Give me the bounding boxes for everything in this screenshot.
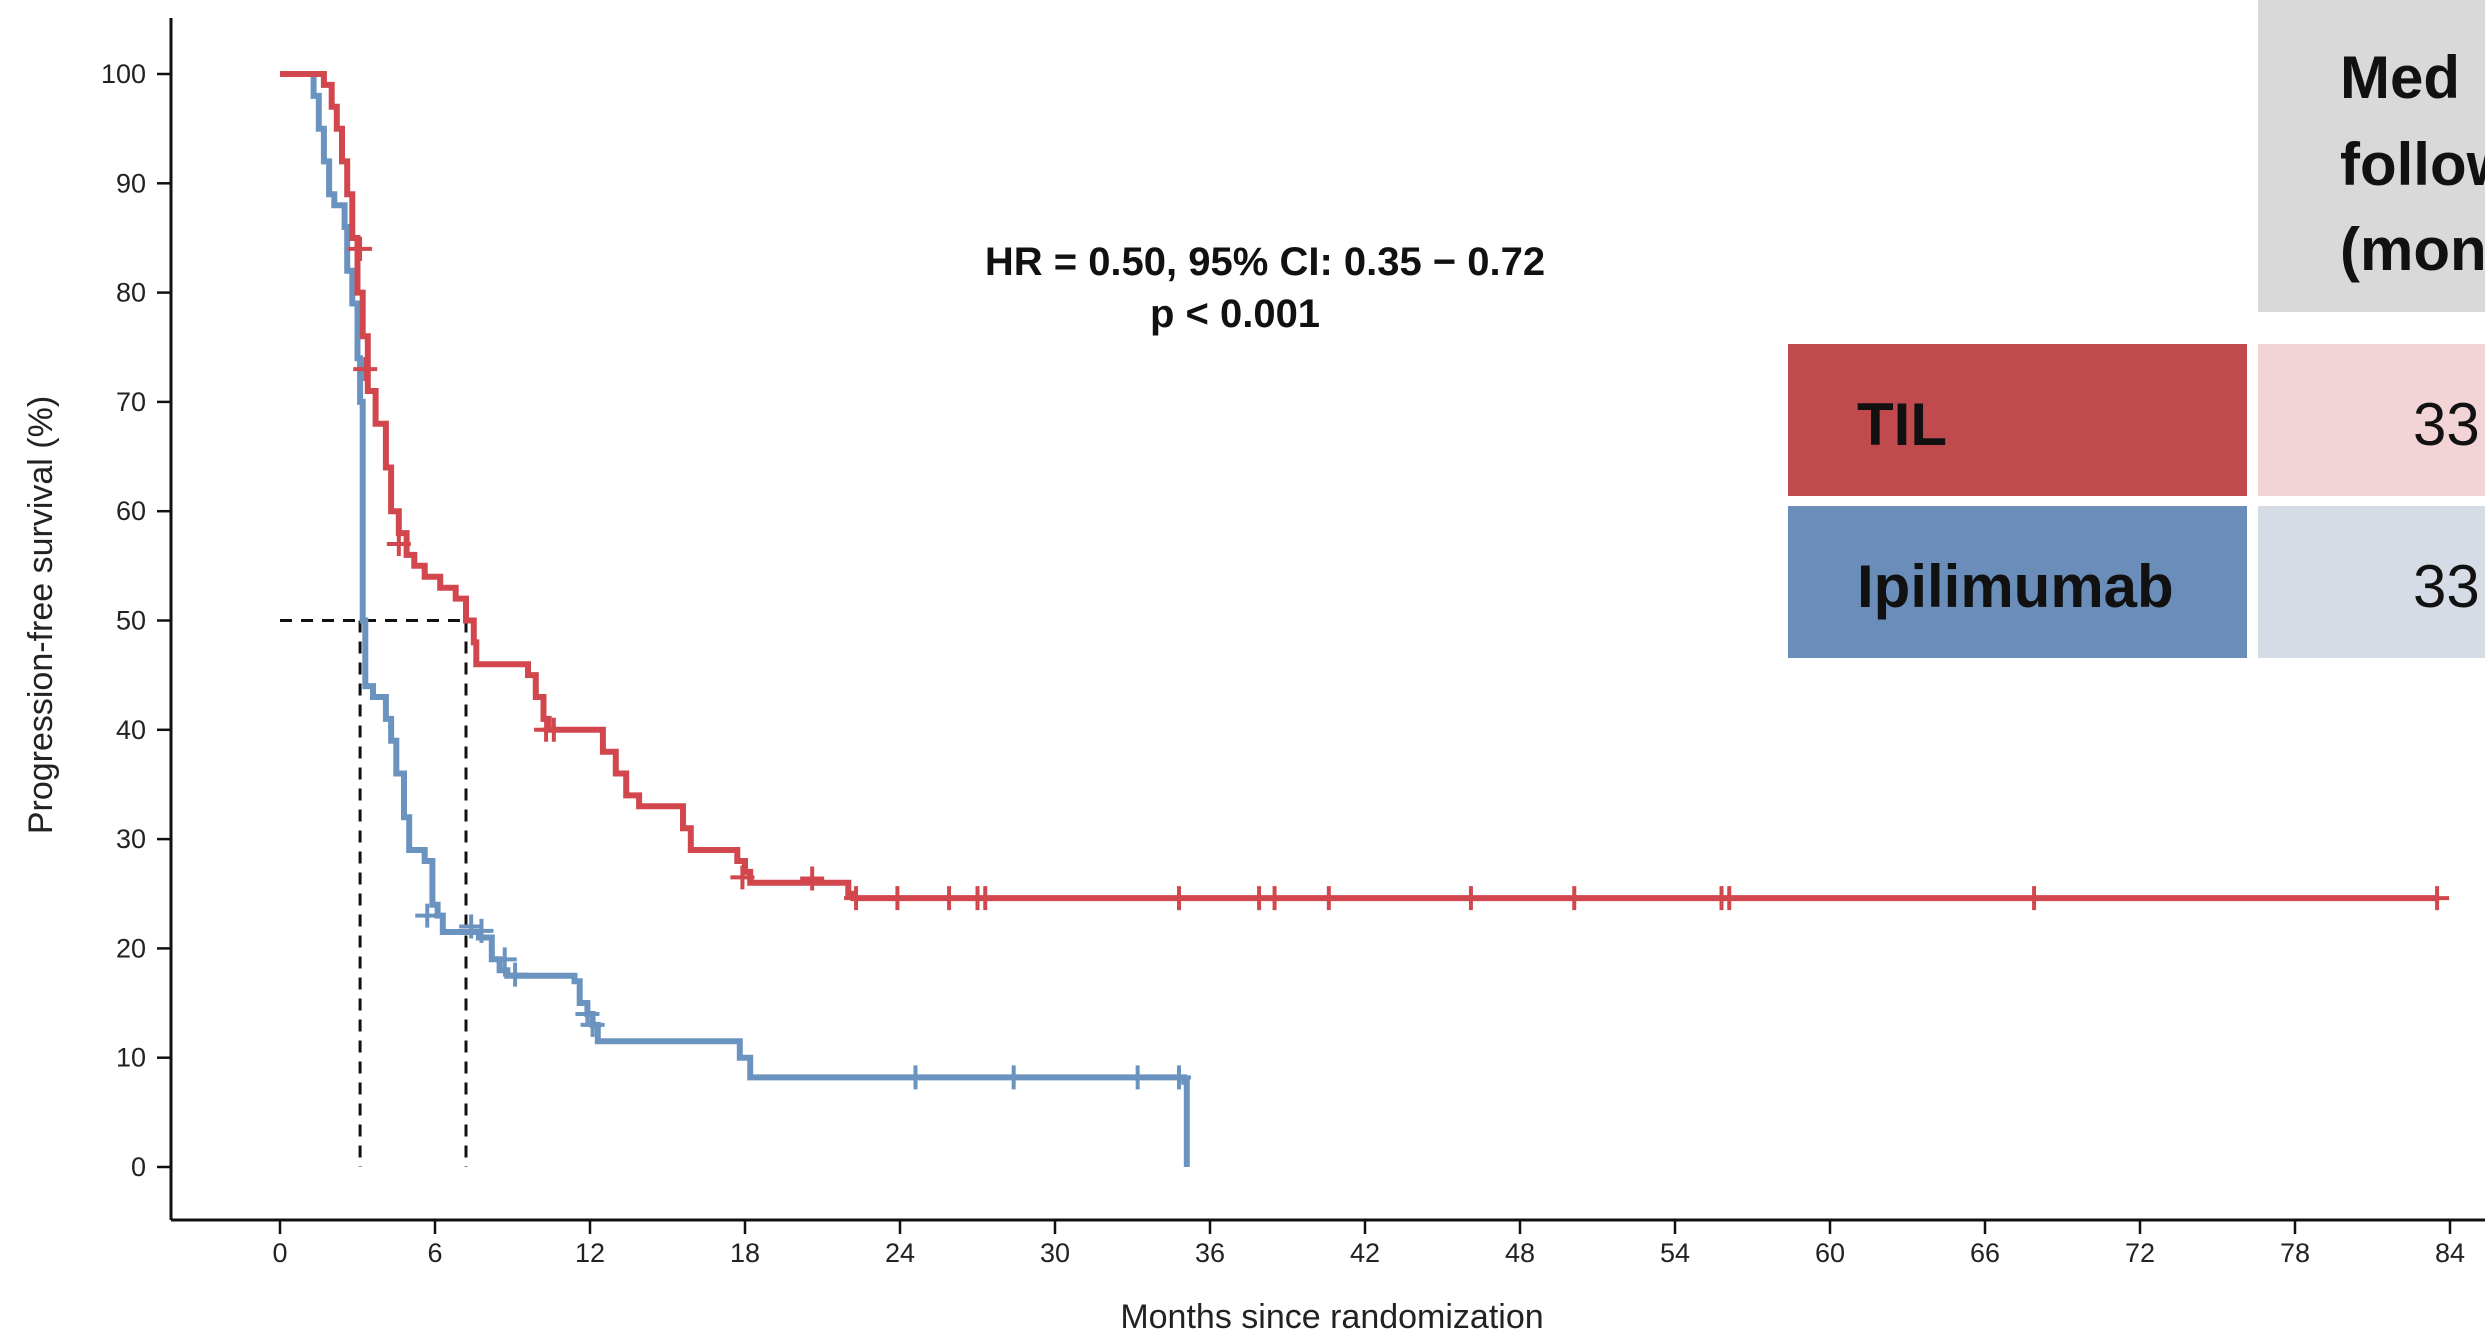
til-row-label: TIL [1857,391,1947,458]
x-tick-label: 24 [885,1238,915,1268]
ipilimumab-censor-mark [1001,1065,1026,1090]
ipilimumab-name-cell [1788,506,2247,658]
til-censor-mark [885,886,910,911]
x-tick-label: 72 [2125,1238,2155,1268]
til-censor-mark [973,886,998,911]
til-censor-mark [2022,886,2047,911]
til-censor-mark [800,866,825,891]
y-tick-label: 30 [116,824,146,854]
til-name-cell [1788,344,2247,496]
table-header-text: follow [2340,131,2485,198]
axes: 0 6 12 18 24 30 36 42 48 54 60 66 72 78 84 0 10 20 30 40 50 6… [101,18,2485,1268]
til-censor-mark [1167,886,1191,911]
ipilimumab-censor-mark [492,947,517,972]
hazard-ratio-annotation: HR = 0.50, 95% CI: 0.35 − 0.72 [985,240,1545,284]
til-censor-mark [386,531,411,556]
x-tick-label: 12 [575,1238,605,1268]
x-tick-label: 30 [1040,1238,1070,1268]
y-tick-label: 100 [101,59,146,89]
til-value-cell [2258,344,2485,496]
x-tick-label: 84 [2435,1238,2465,1268]
ipilimumab-value-cell [2258,506,2485,658]
til-censor-mark [1316,886,1341,911]
til-censor-mark [730,865,755,890]
table-header-cell [2258,0,2485,312]
til-censor-mark [1458,886,1483,911]
median-followup-table: Med follow (mon TIL 33. Ipilimumab 33. [1788,0,2485,658]
til-curve [280,71,2438,902]
ipilimumab-censor-mark [903,1065,928,1090]
til-censor-mark [1717,886,1742,911]
y-tick-label: 10 [116,1043,146,1073]
x-tick-label: 42 [1350,1238,1380,1268]
ipilimumab-censor-mark [469,918,494,943]
y-axis-title: Progression-free survival (%) [22,396,60,834]
ipilimumab-censor-mark [503,962,528,987]
til-censor-mark [541,717,566,742]
ipilimumab-censor-mark [459,914,484,939]
x-tick-label: 36 [1195,1238,1225,1268]
y-tick-label: 20 [116,933,146,963]
p-value-annotation: p < 0.001 [1150,292,1320,336]
x-tick-label: 60 [1815,1238,1845,1268]
y-tick-label: 50 [116,606,146,636]
ipilimumab-censor-mark [1167,1065,1191,1090]
til-censor-mark [348,236,373,261]
til-censor-mark [1262,886,1287,911]
til-censor-mark [1562,886,1587,911]
x-tick-label: 6 [427,1238,442,1268]
x-tick-label: 0 [272,1238,287,1268]
median-reference-lines [280,619,468,1167]
ipilimumab-row-value: 33. [2413,553,2485,620]
ipilimumab-censor-mark [1125,1065,1150,1090]
y-tick-label: 90 [116,168,146,198]
x-axis-title: Months since randomization [1120,1298,1543,1336]
y-tick-label: 40 [116,715,146,745]
x-tick-label: 78 [2280,1238,2310,1268]
ipilimumab-censor-mark [580,1012,605,1037]
table-header-text: (mon [2340,216,2485,283]
ipilimumab-censor-mark [415,903,440,928]
til-censor-mark [353,357,378,382]
til-row-value: 33. [2413,391,2485,458]
x-tick-label: 66 [1970,1238,2000,1268]
til-censor-mark [844,886,869,911]
til-censor-mark [937,886,962,911]
y-tick-label: 0 [131,1152,146,1182]
x-tick-label: 54 [1660,1238,1690,1268]
x-tick-label: 48 [1505,1238,1535,1268]
x-tick-label: 18 [730,1238,760,1268]
ipilimumab-row-label: Ipilimumab [1857,553,2174,620]
ipilimumab-censor-mark [575,1001,600,1026]
y-tick-label: 80 [116,278,146,308]
y-tick-label: 70 [116,387,146,417]
censor-marks [348,236,2450,1090]
til-censor-mark [2425,886,2450,911]
y-tick-label: 60 [116,496,146,526]
table-header-text: Med [2340,44,2460,111]
